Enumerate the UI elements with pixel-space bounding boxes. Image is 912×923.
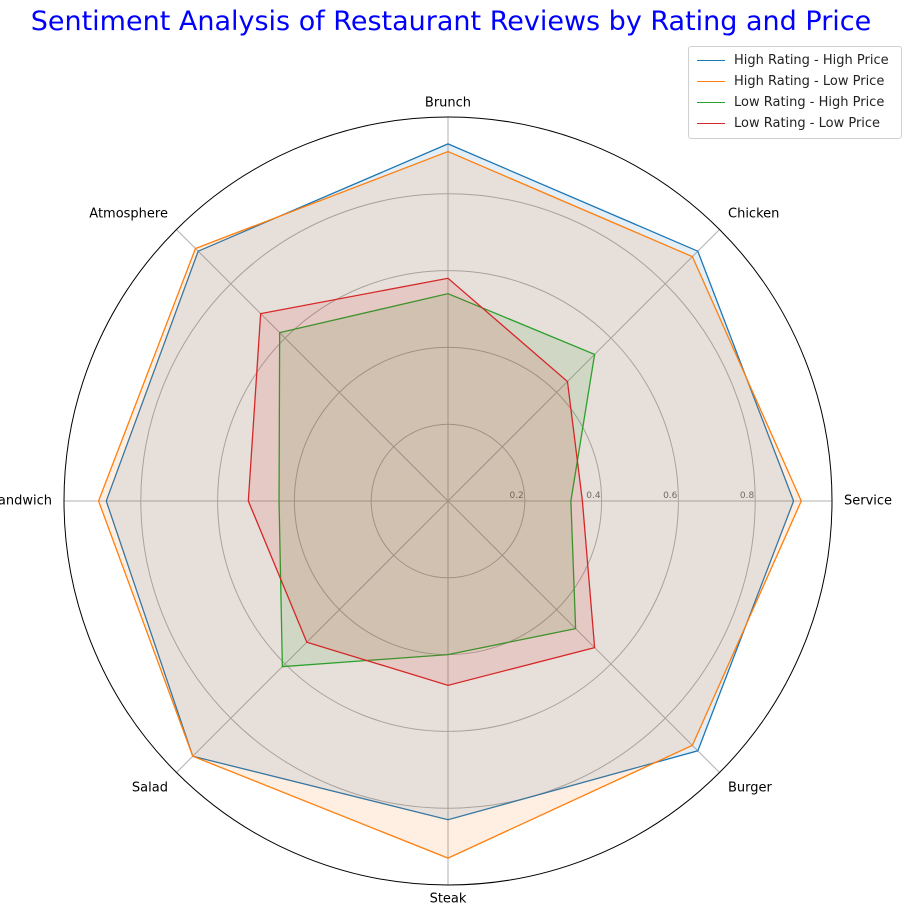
grid-spoke bbox=[176, 500, 449, 773]
series-1-line bbox=[97, 150, 802, 859]
category-label: Sandwich bbox=[0, 494, 52, 509]
category-label: Salad bbox=[132, 781, 168, 796]
radial-tick-label: 0.2 bbox=[509, 491, 523, 501]
category-label: Burger bbox=[728, 781, 773, 796]
category-label: Atmosphere bbox=[89, 206, 168, 221]
legend: High Rating - High Price High Rating - L… bbox=[688, 46, 902, 139]
legend-label: High Rating - Low Price bbox=[734, 74, 885, 89]
grid-spoke bbox=[447, 500, 720, 773]
radial-tick-label: 0.6 bbox=[663, 491, 678, 501]
legend-label: Low Rating - Low Price bbox=[734, 116, 881, 131]
category-label: Brunch bbox=[425, 96, 471, 111]
series-0-line bbox=[105, 143, 795, 821]
legend-item: Low Rating - High Price bbox=[689, 92, 901, 113]
category-label: Service bbox=[844, 494, 892, 509]
radial-tick-label: 0.8 bbox=[740, 491, 755, 501]
grid-spoke bbox=[176, 229, 449, 502]
legend-label: Low Rating - High Price bbox=[734, 95, 885, 110]
outer-frame bbox=[63, 116, 833, 886]
legend-swatch-2 bbox=[697, 102, 725, 103]
legend-swatch-3 bbox=[697, 123, 725, 124]
series-3-line bbox=[247, 277, 596, 686]
legend-item: Low Rating - Low Price bbox=[689, 113, 901, 134]
legend-swatch-0 bbox=[697, 60, 725, 61]
legend-label: High Rating - High Price bbox=[734, 53, 889, 68]
legend-item: High Rating - Low Price bbox=[689, 71, 901, 92]
radial-tick-label: 0.4 bbox=[586, 491, 601, 501]
legend-item: High Rating - High Price bbox=[689, 50, 901, 71]
series-2-line bbox=[278, 292, 596, 668]
chart-title: Sentiment Analysis of Restaurant Reviews… bbox=[30, 6, 872, 37]
category-label: Steak bbox=[430, 892, 467, 907]
category-label: Chicken bbox=[728, 206, 779, 221]
grid-spoke bbox=[447, 229, 720, 502]
legend-swatch-1 bbox=[697, 81, 725, 82]
